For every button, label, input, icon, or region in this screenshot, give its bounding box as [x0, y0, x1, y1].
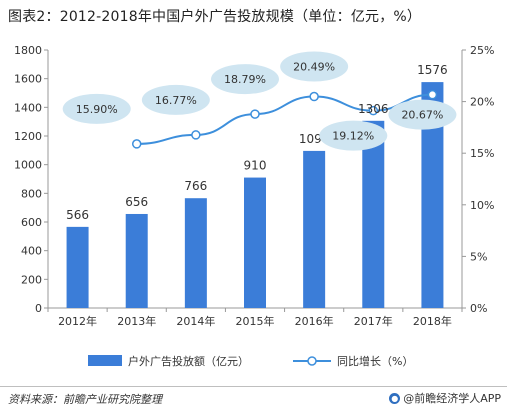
bar: [303, 150, 326, 308]
y-left-tick-label: 800: [21, 187, 42, 200]
bar: [362, 120, 385, 308]
bar: [184, 198, 207, 308]
growth-label-bubble: [319, 120, 388, 151]
growth-point: [309, 91, 319, 102]
footer: 资料来源：前瞻产业研究院整理 ● @前瞻经济学人APP: [0, 386, 507, 409]
x-tick-label: 2016年: [295, 314, 334, 328]
legend-bar-label: 户外广告投放额（亿元）: [128, 354, 249, 368]
bars: [66, 82, 444, 309]
bar-value-label: 766: [184, 179, 207, 193]
legend-line-label: 同比增长（%）: [337, 354, 413, 368]
y-left-tick-label: 200: [21, 273, 42, 286]
bar-value-label: 656: [125, 195, 148, 209]
y-left-tick-label: 1400: [14, 101, 42, 114]
bar: [66, 226, 89, 308]
x-tick-label: 2017年: [354, 314, 393, 328]
bar-value-label: 1576: [417, 63, 448, 77]
brand-text: @前瞻经济学人APP: [403, 392, 501, 405]
growth-point: [368, 105, 379, 116]
x-tick-label: 2014年: [176, 314, 215, 328]
legend-bar-swatch: [88, 355, 122, 366]
growth-point: [250, 109, 260, 119]
brand: ● @前瞻经济学人APP: [389, 390, 501, 406]
chart-title: 图表2：2012-2018年中国户外广告投放规模（单位：亿元，%）: [8, 9, 422, 25]
bar: [421, 82, 444, 309]
x-tick-label: 2015年: [236, 314, 275, 328]
bar-value-label: 566: [66, 208, 89, 222]
y-right-tick-label: 10%: [470, 199, 494, 212]
legend-line-marker: [307, 356, 317, 366]
bar: [244, 177, 266, 308]
growth-line-path: [136, 93, 433, 145]
y-left-tick-label: 1000: [14, 159, 42, 172]
y-left-tick-label: 1200: [14, 130, 42, 143]
bar-value-label: 910: [244, 159, 267, 173]
brand-logo-icon: ●: [389, 392, 401, 404]
y-left-tick-label: 1600: [14, 73, 42, 86]
chart: 0 200 400 600 800 1000 1200 1400 1600 1800 0% 5% 10%…: [14, 44, 494, 368]
y-left-tick-label: 1800: [14, 44, 42, 57]
growth-value-label: 18.79%: [224, 73, 266, 86]
source-note: 资料来源：前瞻产业研究院整理: [8, 393, 162, 406]
y-right-tick-label: 20%: [470, 96, 494, 109]
growth-label-bubble: [62, 93, 131, 124]
bar-value-label: 1306: [358, 102, 389, 116]
growth-value-label: 15.90%: [76, 103, 118, 116]
growth-value-label: 16.77%: [155, 94, 197, 107]
x-tick-label: 2013年: [117, 314, 156, 328]
bar: [125, 213, 148, 308]
growth-label-bubble: [141, 84, 210, 115]
growth-point: [427, 89, 438, 100]
growth-value-label: 20.49%: [293, 61, 335, 74]
growth-label-bubble: [388, 99, 457, 130]
y-left-tick-label: 600: [21, 216, 42, 229]
y-right-tick-label: 5%: [470, 250, 487, 263]
y-right-tick-label: 15%: [470, 147, 494, 160]
growth-line: [131, 89, 438, 149]
y-left-tick-label: 400: [21, 245, 42, 258]
x-tick-label: 2012年: [58, 314, 97, 328]
y-right-tick-label: 25%: [470, 44, 494, 57]
legend: 户外广告投放额（亿元） 同比增长（%）: [88, 354, 413, 368]
growth-point: [131, 139, 142, 149]
growth-value-label: 20.67%: [401, 109, 443, 122]
y-right-tick-label: 0%: [470, 302, 487, 315]
x-tick-label: 2018年: [413, 314, 452, 328]
axes: 0 200 400 600 800 1000 1200 1400 1600 1800 0% 5% 10%…: [14, 44, 494, 328]
growth-label-bubble: [211, 64, 279, 95]
growth-label-bubble: [280, 51, 349, 82]
data-labels: 56665676691010961306157615.90%16.77%18.7…: [62, 51, 457, 222]
growth-value-label: 19.12%: [332, 130, 374, 143]
y-left-tick-label: 0: [35, 302, 42, 315]
growth-point: [191, 130, 201, 140]
